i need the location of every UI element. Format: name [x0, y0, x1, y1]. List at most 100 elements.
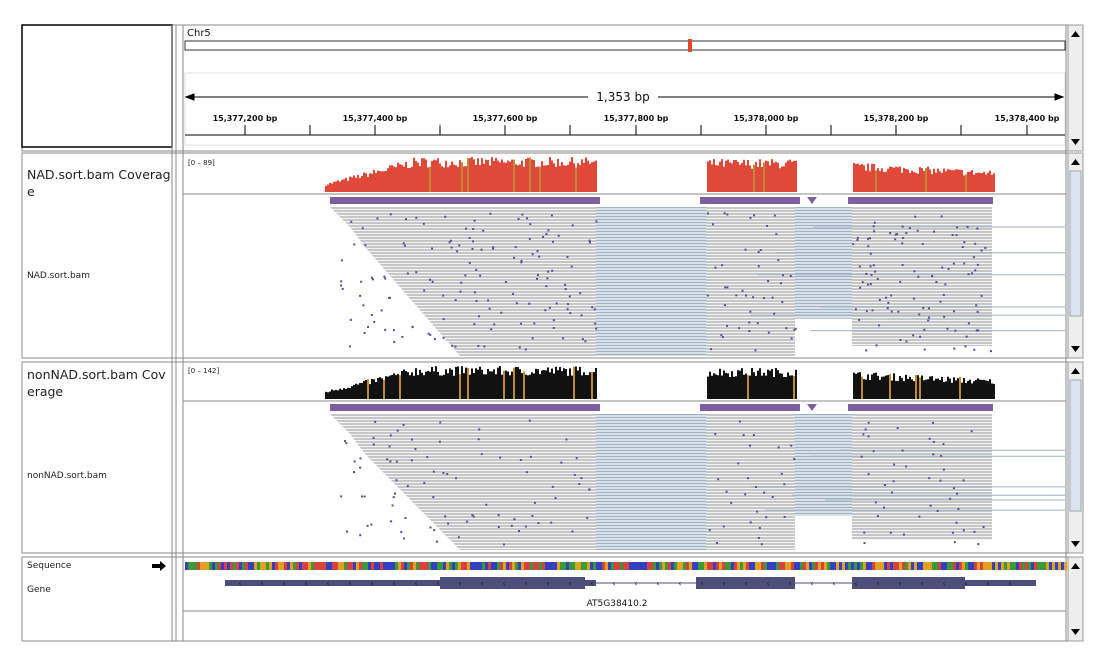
coverage-bar [859, 165, 861, 192]
scroll-up[interactable] [1071, 368, 1080, 374]
base [248, 562, 251, 570]
exon-reads [330, 207, 596, 356]
coverage-bar [885, 171, 887, 192]
spliced-reads [795, 207, 852, 319]
coverage-bar [751, 168, 753, 192]
base [254, 562, 257, 570]
mismatch [477, 438, 480, 441]
scroll-down[interactable] [1071, 629, 1080, 635]
track-name[interactable]: nonNAD.sort.bam Coverage [27, 367, 166, 399]
scroll-down[interactable] [1071, 346, 1080, 352]
base [302, 562, 305, 570]
mismatch [706, 212, 709, 215]
scroll-thumb[interactable] [1069, 170, 1082, 317]
base [914, 562, 917, 570]
track-name[interactable]: NAD.sort.bam [27, 271, 90, 281]
coverage-bar [871, 374, 873, 399]
exon-reads [852, 207, 992, 346]
mismatch [410, 459, 413, 462]
base [227, 562, 230, 570]
mismatch [902, 533, 905, 536]
mismatch [955, 521, 958, 524]
base [626, 562, 629, 570]
mismatch [918, 515, 921, 518]
mismatch [869, 265, 872, 268]
mismatch [500, 311, 503, 314]
mismatch [340, 280, 343, 283]
mismatch [901, 242, 904, 245]
coverage-bar [555, 166, 557, 192]
coverage-bar [423, 158, 425, 192]
coverage-bar [359, 383, 361, 399]
coverage-bar [485, 159, 487, 192]
scroll-down[interactable] [1071, 541, 1080, 547]
scroll-up[interactable] [1071, 31, 1080, 37]
scroll-up[interactable] [1071, 563, 1080, 569]
mismatch [952, 487, 955, 490]
coverage-bar [787, 372, 789, 399]
coverage-bar [527, 375, 529, 399]
mismatch [395, 460, 398, 463]
coverage-bar [753, 372, 755, 399]
coverage-bar [979, 379, 981, 399]
mismatch [973, 348, 976, 351]
coverage-bar [493, 160, 495, 192]
strand-chevron: ‹ [854, 579, 857, 588]
base [230, 562, 233, 570]
base [479, 562, 482, 570]
track-name[interactable]: Gene [27, 585, 51, 595]
track-name[interactable]: NAD.sort.bam Coverage [27, 167, 171, 199]
mismatch [471, 248, 474, 251]
track-name[interactable]: Sequence [27, 561, 72, 571]
base [446, 562, 449, 570]
coverage-bar [433, 371, 435, 399]
track-name[interactable]: nonNAD.sort.bam [27, 471, 107, 481]
coverage-bar [721, 375, 723, 399]
coverage-bar [963, 378, 965, 399]
coverage-bar [543, 370, 545, 399]
scroll-up[interactable] [1071, 159, 1080, 165]
base [929, 562, 932, 570]
coverage-bar [929, 376, 931, 399]
mismatch [439, 421, 442, 424]
coverage-bar [533, 159, 535, 192]
coverage-bar [491, 371, 493, 399]
coverage-bar [503, 162, 505, 192]
mismatch [571, 530, 574, 533]
coverage-bar [333, 390, 335, 399]
scroll-down[interactable] [1071, 139, 1080, 145]
coverage-bar [905, 374, 907, 399]
mismatch [782, 274, 785, 277]
strand-chevron: ‹ [634, 579, 637, 588]
coverage-bar [417, 375, 419, 399]
mismatch [919, 335, 922, 338]
mismatch [529, 455, 532, 458]
mismatch [885, 296, 888, 299]
strand-arrow[interactable] [152, 561, 166, 571]
coverage-bar [545, 370, 547, 399]
mismatch [708, 529, 711, 532]
coverage-bar [465, 367, 467, 399]
base [1034, 562, 1037, 570]
coverage-bar [981, 173, 983, 192]
scroll-thumb[interactable] [1069, 379, 1082, 512]
junction-bar [807, 197, 817, 204]
base [806, 562, 809, 570]
mismatch [374, 420, 377, 423]
mismatch [353, 471, 356, 474]
coverage-bar [463, 373, 465, 399]
ruler-tick-label: 15,377,400 bp [343, 114, 408, 123]
mismatch [749, 310, 752, 313]
base [656, 562, 659, 570]
base [290, 562, 293, 570]
strand-chevron: ‹ [744, 579, 747, 588]
base [374, 562, 377, 570]
base [548, 562, 551, 570]
strand-chevron: ‹ [260, 579, 263, 588]
coverage-bar [899, 166, 901, 192]
mismatch [490, 328, 493, 331]
coverage-bar [525, 374, 527, 399]
mismatch [901, 449, 904, 452]
coverage-bar [889, 166, 891, 192]
